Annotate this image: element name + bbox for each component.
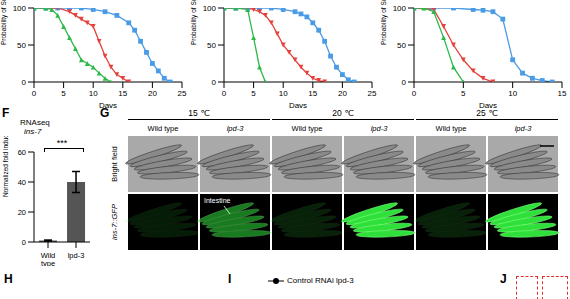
html-text:G: G	[100, 106, 110, 120]
svg-text:20: 20	[148, 89, 157, 98]
svg-text:50: 50	[207, 41, 216, 50]
svg-text:Wildtype: Wildtype	[41, 251, 56, 266]
svg-text:5: 5	[61, 89, 66, 98]
svg-text:5: 5	[251, 89, 256, 98]
svg-text:lpd-3: lpd-3	[68, 251, 85, 260]
html-text:ins-7::GFP: ins-7::GFP	[110, 204, 119, 240]
svg-text:5: 5	[461, 89, 466, 98]
svg-text:100: 100	[13, 4, 27, 13]
svg-text:20: 20	[338, 89, 347, 98]
html-text:Control RNAi lpd-3: Control RNAi lpd-3	[287, 276, 354, 285]
svg-text:100: 100	[393, 4, 407, 13]
svg-text:15: 15	[118, 89, 127, 98]
svg-text:0: 0	[222, 89, 227, 98]
html-text:F: F	[2, 106, 10, 120]
html-text:Bright field: Bright field	[110, 146, 119, 182]
svg-text:25: 25	[178, 89, 187, 98]
html-text:I: I	[228, 272, 232, 286]
html-text:lpd-3: lpd-3	[514, 124, 532, 133]
svg-text:Intestine: Intestine	[204, 197, 231, 204]
html-text:25 ℃: 25 ℃	[476, 108, 498, 118]
html-text:lpd-3: lpd-3	[226, 124, 244, 133]
html-text:H: H	[4, 272, 13, 286]
html-text:J: J	[500, 272, 507, 286]
svg-text:10: 10	[279, 89, 288, 98]
svg-text:0: 0	[32, 89, 37, 98]
html-text:Wild type: Wild type	[435, 124, 467, 133]
html-text:RNAseq: RNAseq	[20, 118, 50, 127]
html-text:15 ℃: 15 ℃	[188, 108, 210, 118]
html-text:Wild type: Wild type	[147, 124, 179, 133]
svg-text:15: 15	[558, 89, 562, 98]
svg-text:Days: Days	[289, 101, 307, 108]
svg-text:0: 0	[212, 78, 217, 87]
svg-text:50: 50	[397, 41, 406, 50]
svg-text:0: 0	[412, 89, 417, 98]
svg-text:0: 0	[402, 78, 407, 87]
svg-text:40: 40	[18, 178, 26, 187]
svg-text:Probability of Survival: Probability of Survival	[8, 0, 9, 45]
svg-text:50: 50	[17, 41, 26, 50]
svg-text:25: 25	[368, 89, 377, 98]
svg-text:100: 100	[203, 4, 217, 13]
svg-text:0: 0	[22, 238, 26, 247]
svg-text:60: 60	[18, 148, 26, 157]
svg-text:Normalized fold induction: Normalized fold induction	[8, 136, 9, 197]
html-text:20 ℃: 20 ℃	[332, 108, 354, 118]
svg-text:Days: Days	[479, 101, 497, 108]
svg-text:10: 10	[89, 89, 98, 98]
svg-text:20: 20	[18, 208, 26, 217]
html-text:lpd-3: lpd-3	[370, 124, 388, 133]
svg-text:Probability of Survival: Probability of Survival	[380, 0, 388, 45]
svg-text:10: 10	[508, 89, 517, 98]
svg-text:15: 15	[308, 89, 317, 98]
svg-text:0: 0	[22, 78, 27, 87]
html-text:ins-7: ins-7	[24, 127, 42, 136]
svg-text:Probability of Survival: Probability of Survival	[190, 0, 198, 45]
html-text:Wild type: Wild type	[291, 124, 323, 133]
